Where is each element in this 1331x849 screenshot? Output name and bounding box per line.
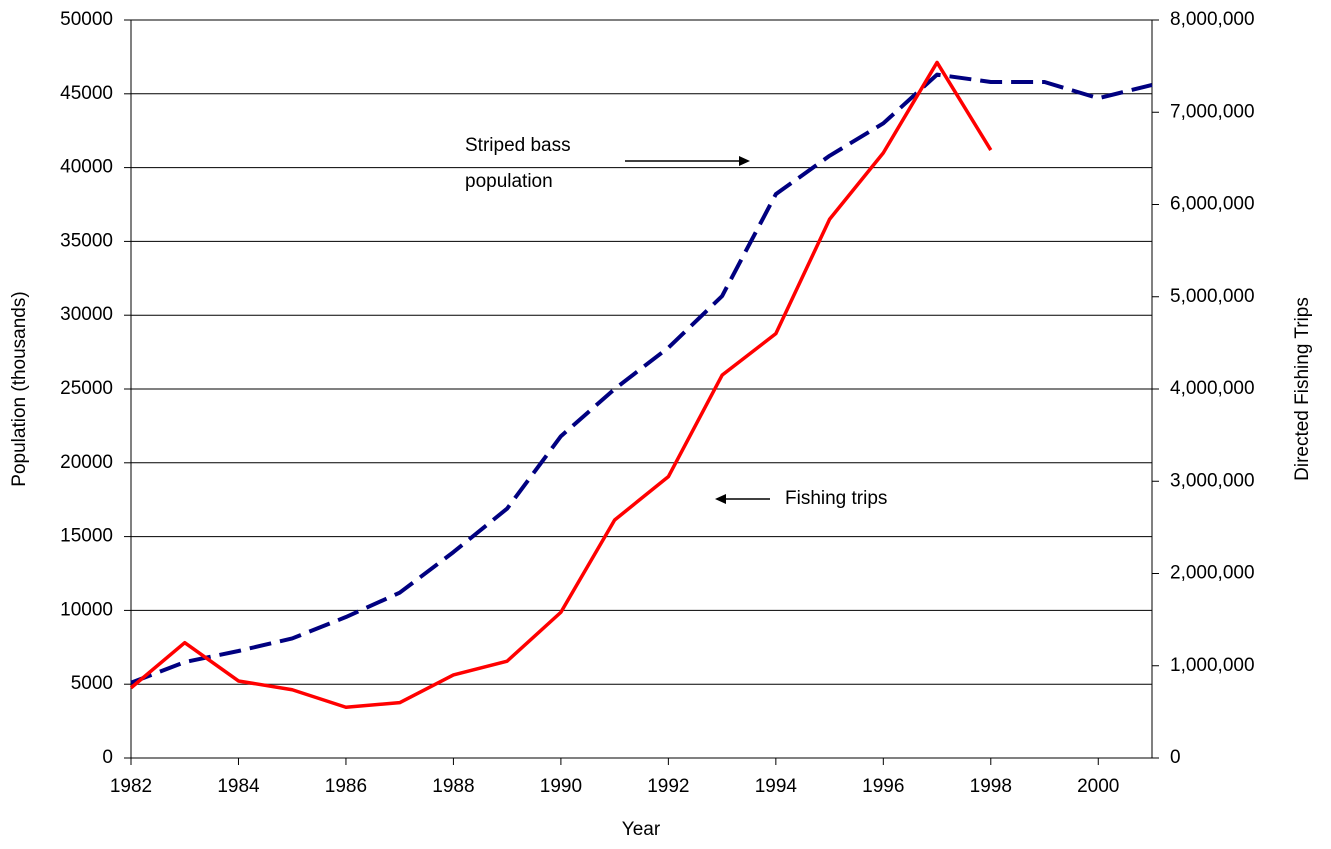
x-tick-label: 1996 [862,776,904,797]
x-tick-label: 1984 [217,776,260,797]
x-tick-label: 1990 [540,776,582,797]
y-tick-label: 50000 [60,9,113,30]
series-line [129,60,993,710]
y2-tick-label: 3,000,000 [1170,470,1255,491]
y-tick-label: 40000 [60,157,113,178]
y2-tick-label: 1,000,000 [1170,655,1255,676]
x-axis-title: Year [622,819,661,840]
y2-tick-label: 5,000,000 [1170,286,1255,307]
y-tick-label: 45000 [60,83,113,104]
annotation-arrow [715,494,770,504]
series-line [130,72,1153,685]
y-axis-title: Population (thousands) [9,291,30,486]
y-tick-label: 30000 [60,304,113,325]
annotation: Striped bass [465,135,571,156]
x-tick-label: 2000 [1077,776,1119,797]
y2-axis-title: Directed Fishing Trips [1292,297,1313,481]
x-tick-label: 1992 [647,776,689,797]
y-tick-label: 25000 [60,378,113,399]
annotation-arrow [625,156,750,166]
y2-tick-label: 4,000,000 [1170,378,1255,399]
x-tick-label: 1982 [110,776,152,797]
y-tick-label: 5000 [71,673,113,694]
x-tick-label: 1988 [432,776,474,797]
y-tick-label: 35000 [60,230,113,251]
y-tick-label: 15000 [60,526,113,547]
y-tick-label: 20000 [60,452,113,473]
x-tick-label: 1994 [755,776,798,797]
x-tick-label: 1986 [325,776,367,797]
y2-tick-label: 7,000,000 [1170,101,1255,122]
y-tick-label: 10000 [60,599,113,620]
y2-tick-label: 6,000,000 [1170,194,1255,215]
y2-tick-label: 2,000,000 [1170,563,1255,584]
annotation: population [465,171,553,192]
x-tick-label: 1998 [970,776,1012,797]
y-tick-label: 0 [102,747,113,768]
y2-tick-label: 0 [1170,747,1181,768]
y2-tick-label: 8,000,000 [1170,9,1255,30]
annotation: Fishing trips [785,488,887,509]
